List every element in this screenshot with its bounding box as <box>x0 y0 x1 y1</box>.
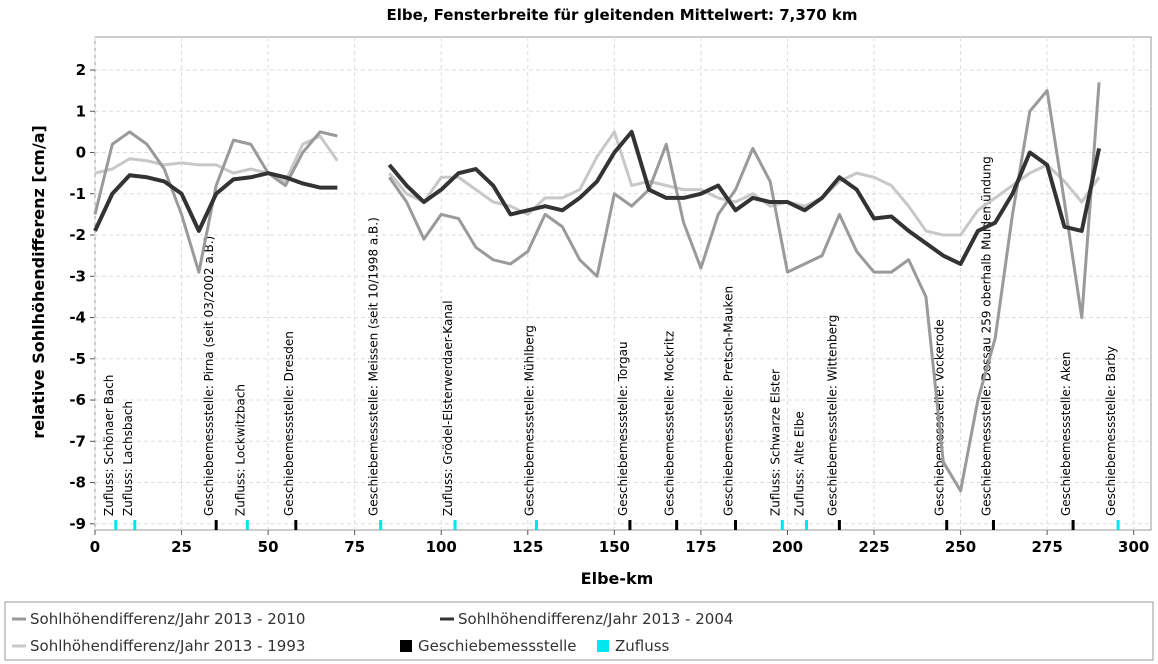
annotation-label: Geschiebemessstelle: Mühlberg <box>522 325 536 516</box>
x-tick-label: 25 <box>171 538 192 556</box>
annotation-label: Geschiebemessstelle: Dresden <box>282 331 296 516</box>
legend-swatch <box>400 640 412 652</box>
legend-label: Sohlhöhendifferenz/Jahr 2013 - 2004 <box>458 610 733 628</box>
annotation-label: Geschiebemessstelle: Wittenberg <box>825 315 839 516</box>
x-tick-label: 225 <box>858 538 889 556</box>
legend-label: Sohlhöhendifferenz/Jahr 2013 - 1993 <box>30 637 305 655</box>
annotation-marker <box>837 520 841 530</box>
annotation-label: Zufluss: Schwarze Elster <box>768 369 782 516</box>
x-tick-label: 200 <box>772 538 803 556</box>
y-tick-label: -5 <box>69 350 86 368</box>
series-line <box>93 129 1102 266</box>
x-tick-label: 150 <box>599 538 630 556</box>
y-tick-label: -6 <box>69 391 86 409</box>
annotation-marker <box>991 520 995 530</box>
annotation-marker <box>780 520 784 530</box>
annotation-marker <box>294 520 298 530</box>
annotation-label: Geschiebemessstelle: Pirna (seit 03/2002… <box>202 236 216 516</box>
annotation-label: Zufluss: Alte Elbe <box>793 411 807 516</box>
annotation-marker <box>245 520 249 530</box>
annotation-label: Geschiebemessstelle: Barby <box>1104 346 1118 516</box>
y-tick-label: -1 <box>69 185 86 203</box>
annotation-marker <box>805 520 809 530</box>
annotation-marker <box>214 520 218 530</box>
y-tick-label: -2 <box>69 226 86 244</box>
annotation-marker <box>114 520 118 530</box>
chart-title: Elbe, Fensterbreite für gleitenden Mitte… <box>386 6 857 24</box>
legend-label: Geschiebemessstelle <box>418 637 577 655</box>
y-tick-label: -4 <box>69 309 86 327</box>
annotation-label: Zufluss: Lockwitzbach <box>233 384 247 516</box>
y-tick-label: -8 <box>69 474 86 492</box>
y-tick-label: -9 <box>69 515 86 533</box>
series-line <box>94 130 1101 237</box>
x-tick-label: 100 <box>426 538 457 556</box>
annotation-label: Zufluss: Lachsbach <box>121 401 135 516</box>
annotation-marker <box>1071 520 1075 530</box>
annotation-marker <box>675 520 679 530</box>
series-line <box>93 82 1101 493</box>
annotation-label: Geschiebemessstelle: Dessau 259 oberhalb… <box>979 156 993 516</box>
annotation-marker <box>379 520 383 530</box>
annotation-marker <box>734 520 738 530</box>
legend-box <box>4 601 1154 661</box>
annotation-label: Geschiebemessstelle: Mockritz <box>663 331 677 516</box>
legend-label: Zufluss <box>615 637 670 655</box>
x-tick-label: 0 <box>90 538 100 556</box>
y-tick-label: 0 <box>76 144 86 162</box>
annotation-label: Geschiebemessstelle: Torgau <box>616 341 630 516</box>
annotation-marker <box>628 520 632 530</box>
x-tick-label: 75 <box>344 538 365 556</box>
annotation-label: Geschiebemessstelle: Pretsch-Mauken <box>722 286 736 516</box>
x-tick-label: 125 <box>512 538 543 556</box>
y-tick-label: -3 <box>69 267 86 285</box>
annotation-marker <box>453 520 457 530</box>
annotation-label: Geschiebemessstelle: Aken <box>1059 352 1073 516</box>
y-tick-label: 1 <box>76 102 86 120</box>
y-axis-label: relative Sohlhöhendifferenz [cm/a] <box>29 125 48 439</box>
legend-label: Sohlhöhendifferenz/Jahr 2013 - 2010 <box>30 610 305 628</box>
x-axis-label: Elbe-km <box>581 569 654 588</box>
annotation-label: Zufluss: Grödel-Elsterwerdaer-Kanal <box>441 300 455 516</box>
annotation-label: Geschiebemessstelle: Meissen (seit 10/19… <box>367 217 381 516</box>
annotation-label: Zufluss: Schönaer Bach <box>102 375 116 516</box>
annotation-marker <box>534 520 538 530</box>
x-tick-label: 275 <box>1031 538 1062 556</box>
x-tick-label: 250 <box>945 538 976 556</box>
annotation-marker <box>133 520 137 530</box>
x-tick-label: 50 <box>258 538 279 556</box>
y-tick-label: 2 <box>76 61 86 79</box>
legend-swatch <box>597 640 609 652</box>
annotation-marker <box>945 520 949 530</box>
x-tick-label: 300 <box>1118 538 1149 556</box>
x-tick-label: 175 <box>685 538 716 556</box>
annotation-marker <box>1116 520 1120 530</box>
y-tick-label: -7 <box>69 432 86 450</box>
plot-area <box>94 36 1152 531</box>
